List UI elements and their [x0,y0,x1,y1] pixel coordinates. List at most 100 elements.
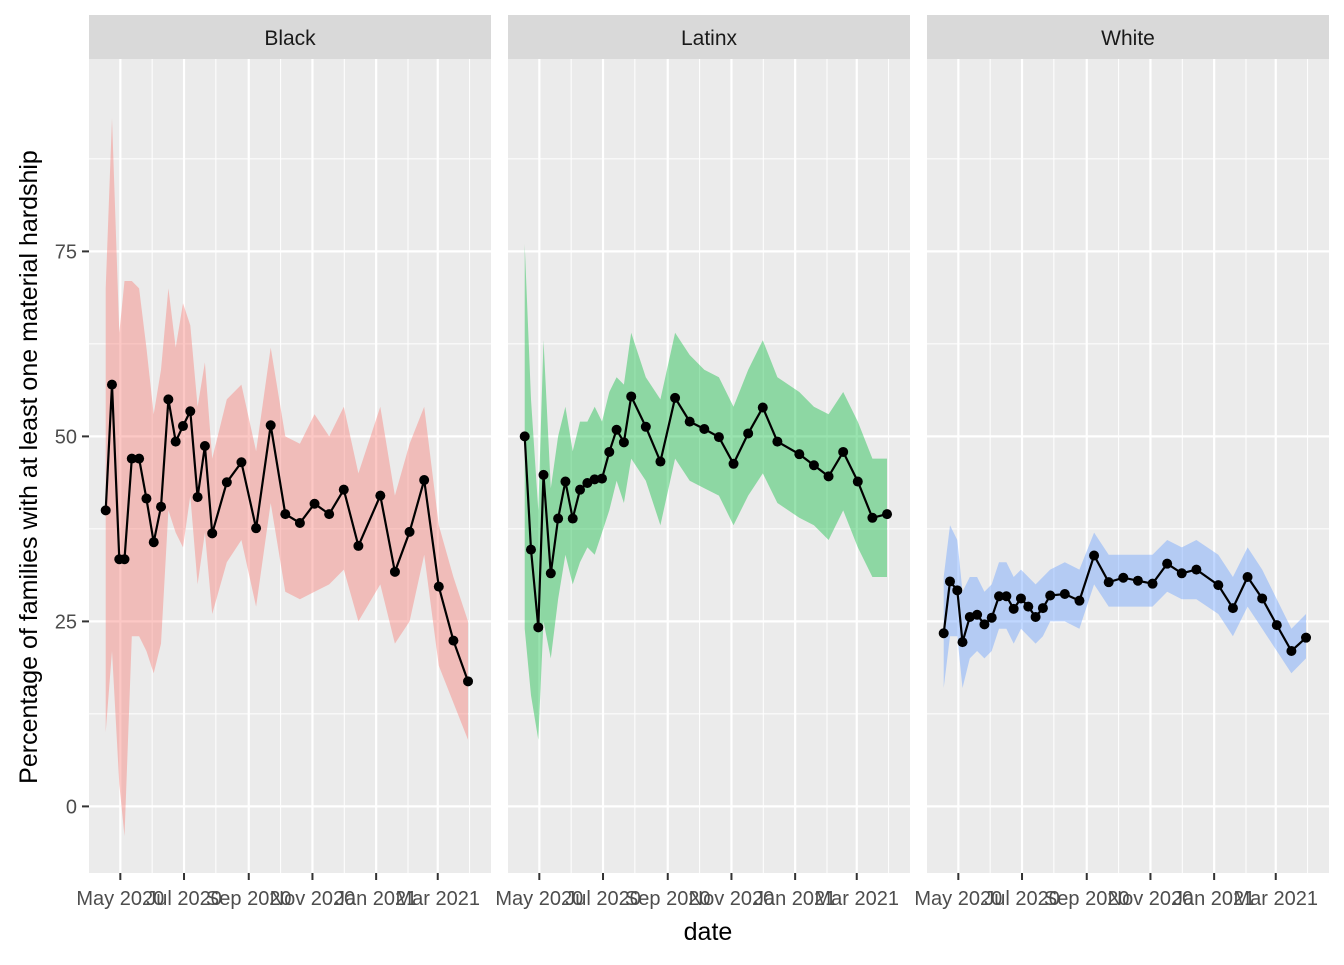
y-tick-label: 50 [55,426,77,448]
y-tick-label: 75 [55,241,77,263]
data-point [575,484,586,495]
x-tick-label: Mar 2021 [814,888,899,910]
data-point [265,420,276,431]
data-point [280,509,291,520]
data-point [640,421,651,432]
x-tick-label: May 2020 [76,888,164,910]
data-point [713,432,724,443]
x-tick-label: Jan 2021 [335,888,417,910]
data-point [294,517,305,528]
data-point [618,437,629,448]
data-point [1271,620,1282,631]
data-point [699,424,710,434]
facet-strip-label: White [1101,27,1155,50]
data-point [192,492,203,503]
data-point [772,436,783,447]
data-point [808,460,819,471]
data-point [596,473,607,484]
data-point [952,585,963,596]
data-point [519,431,530,442]
facet-strip-label: Latinx [681,27,738,50]
confidence-ribbon [943,525,1306,688]
data-point [1030,611,1041,622]
x-tick-label: Mar 2021 [1233,888,1318,910]
data-point [338,484,349,495]
data-point [1037,603,1048,614]
data-point [236,457,247,468]
data-point [100,505,111,516]
data-point [794,449,805,460]
data-point [185,406,196,417]
data-point [463,676,474,687]
data-point [1147,578,1158,589]
data-point [1015,593,1026,604]
facet-strip [927,15,1329,59]
data-point [1213,580,1224,591]
data-point [823,471,834,482]
data-point [141,493,152,504]
panel-background [89,59,491,873]
x-axis-label: date [684,918,733,946]
data-point [1132,575,1143,586]
x-tick-label: Jan 2021 [1173,888,1255,910]
data-point [728,458,739,469]
data-point [1286,646,1297,656]
confidence-ribbon [105,118,468,836]
data-point [867,512,878,523]
data-point [553,513,564,524]
x-tick-label: Sep 2020 [206,888,292,910]
data-point [1118,572,1129,583]
x-tick-label: Jul 2020 [565,888,641,910]
data-point [994,591,1005,602]
y-axis-label: Percentage of families with at least one… [15,150,43,784]
data-point [604,446,615,457]
data-point [375,490,386,501]
x-tick-label: Mar 2021 [395,888,480,910]
x-tick-label: Jul 2020 [984,888,1060,910]
data-point [655,456,666,467]
data-point [163,394,174,405]
data-point [611,424,622,435]
data-point [207,528,218,539]
data-point [626,391,637,402]
y-tick-label: 25 [55,611,77,633]
data-point [1001,591,1012,602]
data-point [560,476,571,487]
data-point [119,554,130,565]
data-point [1103,577,1114,588]
data-point [156,501,167,512]
data-point [1074,595,1085,606]
data-point [957,637,968,648]
data-point [419,475,430,486]
data-point [1176,568,1187,579]
data-point [986,612,997,623]
x-tick-label: Nov 2020 [1108,888,1194,910]
x-tick-label: May 2020 [495,888,583,910]
data-point [684,416,695,427]
data-point [979,619,990,630]
data-point [972,609,983,620]
data-point [1191,564,1202,575]
data-point [404,526,415,537]
data-point [309,498,320,509]
data-point [251,523,262,534]
data-point [589,474,600,485]
data-point [353,540,364,551]
confidence-ribbon [524,244,887,740]
data-point [1227,603,1238,614]
data-point [170,436,181,447]
data-point [1045,590,1056,601]
x-tick-label: Sep 2020 [625,888,711,910]
data-point [757,402,768,413]
data-point [1301,632,1312,643]
data-point [944,576,955,587]
x-tick-label: Nov 2020 [689,888,775,910]
x-tick-label: Sep 2020 [1044,888,1130,910]
data-point [938,628,949,639]
data-point [324,509,335,520]
